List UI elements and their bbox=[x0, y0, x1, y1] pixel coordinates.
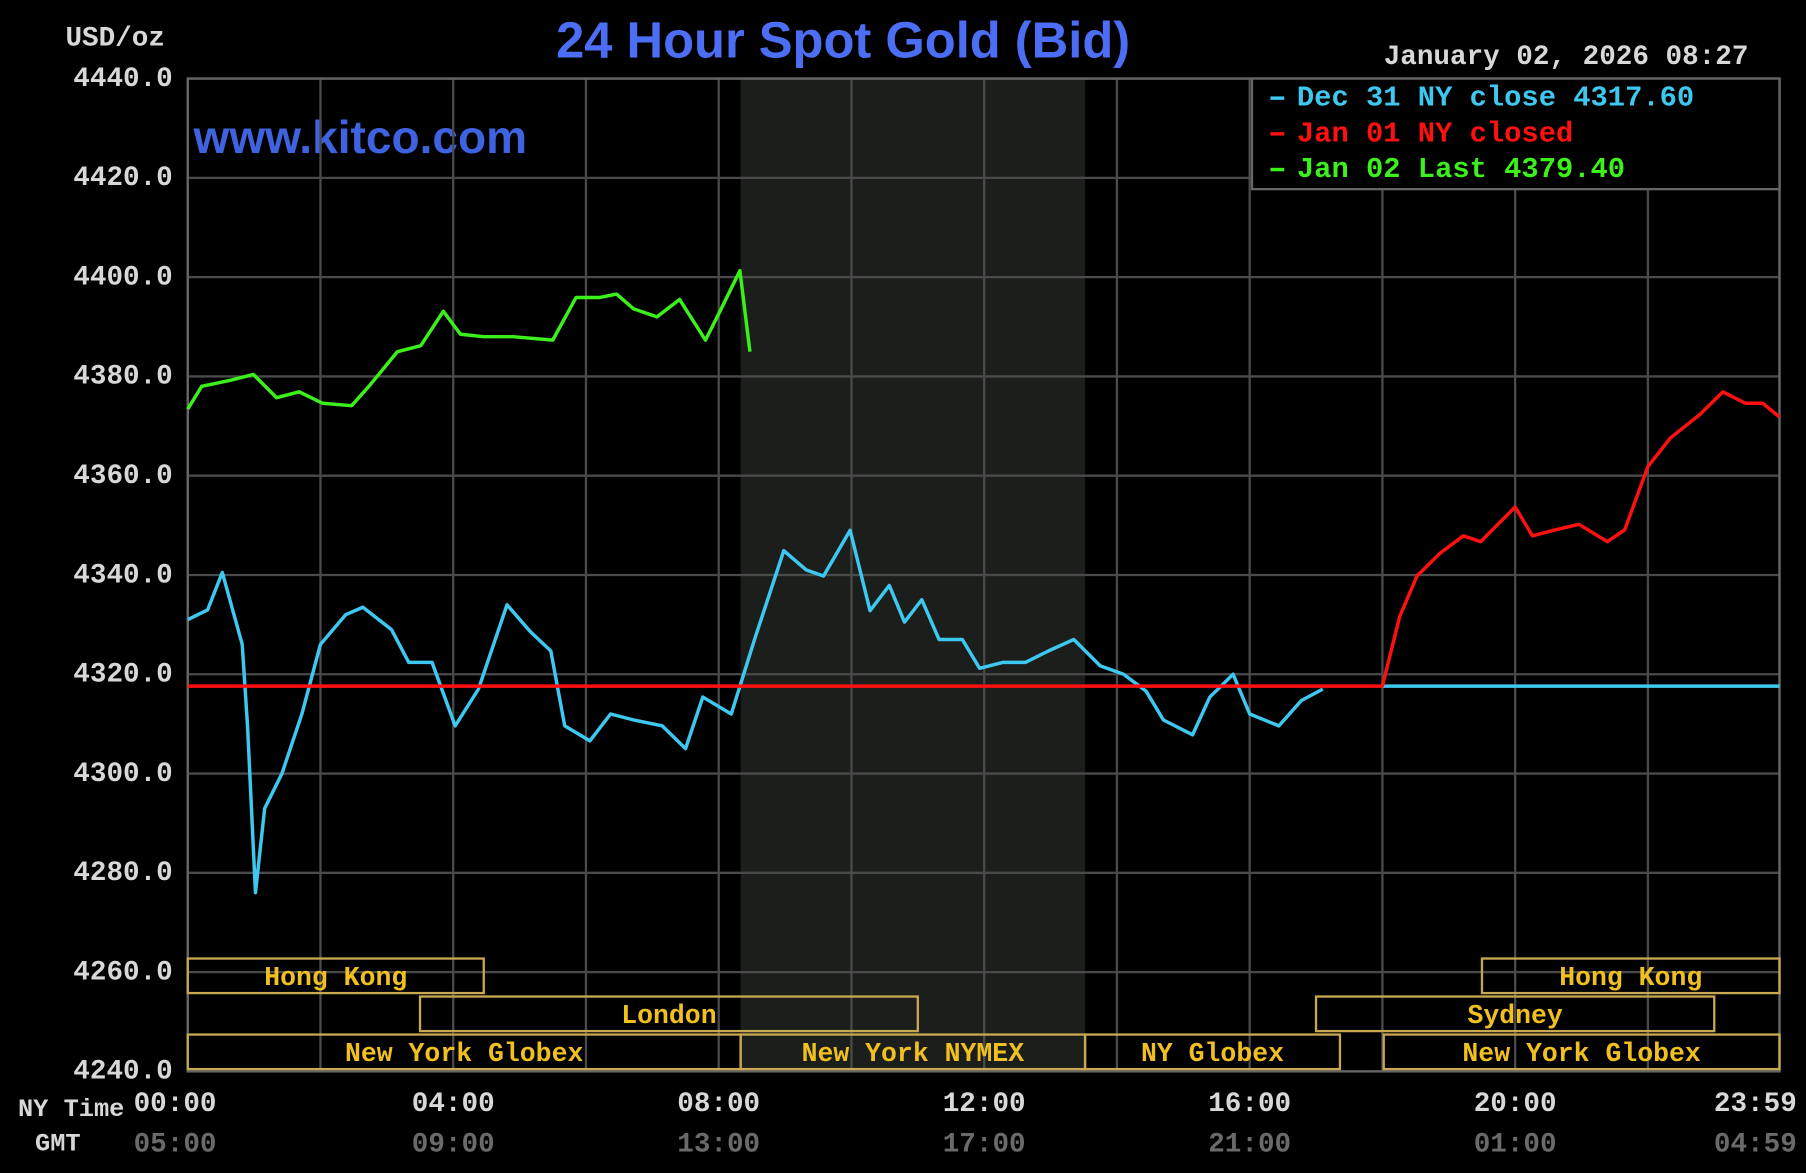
legend-label: Jan 02 Last 4379.40 bbox=[1297, 153, 1625, 186]
x2-tick-label: 09:00 bbox=[412, 1129, 495, 1160]
x-axis-label: NY Time bbox=[18, 1095, 124, 1124]
y-tick-label: 4440.0 bbox=[73, 64, 172, 95]
x2-tick-label: 01:00 bbox=[1474, 1129, 1557, 1160]
timestamp: January 02, 2026 08:27 bbox=[1384, 42, 1749, 73]
x2-tick-label: 04:59 bbox=[1714, 1129, 1797, 1160]
x2-tick-label: 17:00 bbox=[943, 1129, 1026, 1160]
session-label: Hong Kong bbox=[1559, 963, 1702, 993]
x2-tick-label: 13:00 bbox=[677, 1129, 760, 1160]
y-tick-label: 4280.0 bbox=[73, 858, 172, 889]
y-tick-label: 4340.0 bbox=[73, 560, 172, 591]
session-box bbox=[1382, 1033, 1781, 1071]
x2-tick-label: 21:00 bbox=[1208, 1129, 1291, 1160]
session-box bbox=[1083, 1033, 1342, 1071]
x-tick-label: 12:00 bbox=[943, 1089, 1026, 1120]
session-label: NY Globex bbox=[1141, 1039, 1284, 1069]
plot-frame bbox=[186, 77, 1781, 1073]
y-tick-label: 4400.0 bbox=[73, 262, 172, 293]
y-tick-label: 4420.0 bbox=[73, 163, 172, 194]
session-label: Hong Kong bbox=[264, 963, 407, 993]
chart-title: 24 Hour Spot Gold (Bid) bbox=[556, 11, 1130, 68]
series-line bbox=[186, 528, 1324, 895]
x2-axis-label: GMT bbox=[35, 1130, 81, 1159]
session-label: New York Globex bbox=[1462, 1039, 1701, 1069]
session-label: New York NYMEX bbox=[802, 1039, 1025, 1069]
x-tick-label: 20:00 bbox=[1474, 1089, 1557, 1120]
y-tick-label: 4240.0 bbox=[73, 1057, 172, 1088]
legend-box bbox=[1250, 77, 1781, 191]
x-tick-label: 00:00 bbox=[134, 1089, 217, 1120]
session-label: London bbox=[621, 1001, 716, 1031]
y-tick-label: 4300.0 bbox=[73, 759, 172, 790]
y-tick-label: 4380.0 bbox=[73, 362, 172, 393]
series-line bbox=[187, 390, 1781, 688]
session-box bbox=[1314, 995, 1716, 1033]
x-tick-label: 04:00 bbox=[412, 1089, 495, 1120]
y-tick-label: 4320.0 bbox=[73, 660, 172, 691]
session-box bbox=[186, 957, 485, 995]
legend-label: Dec 31 NY close 4317.60 bbox=[1297, 82, 1694, 115]
y-axis-label: USD/oz bbox=[65, 24, 164, 55]
series-line bbox=[186, 268, 752, 411]
y-tick-label: 4360.0 bbox=[73, 461, 172, 492]
legend-label: Jan 01 NY closed bbox=[1297, 117, 1573, 150]
session-box bbox=[1480, 957, 1781, 995]
y-tick-label: 4260.0 bbox=[73, 957, 172, 988]
session-label: Sydney bbox=[1467, 1001, 1562, 1031]
x-tick-label: 23:59 bbox=[1714, 1089, 1797, 1120]
x-tick-label: 16:00 bbox=[1208, 1089, 1291, 1120]
session-box bbox=[418, 995, 919, 1033]
watermark: www.kitco.com bbox=[192, 111, 527, 163]
x2-tick-label: 05:00 bbox=[134, 1129, 217, 1160]
session-label: New York Globex bbox=[345, 1039, 584, 1069]
x-tick-label: 08:00 bbox=[677, 1089, 760, 1120]
